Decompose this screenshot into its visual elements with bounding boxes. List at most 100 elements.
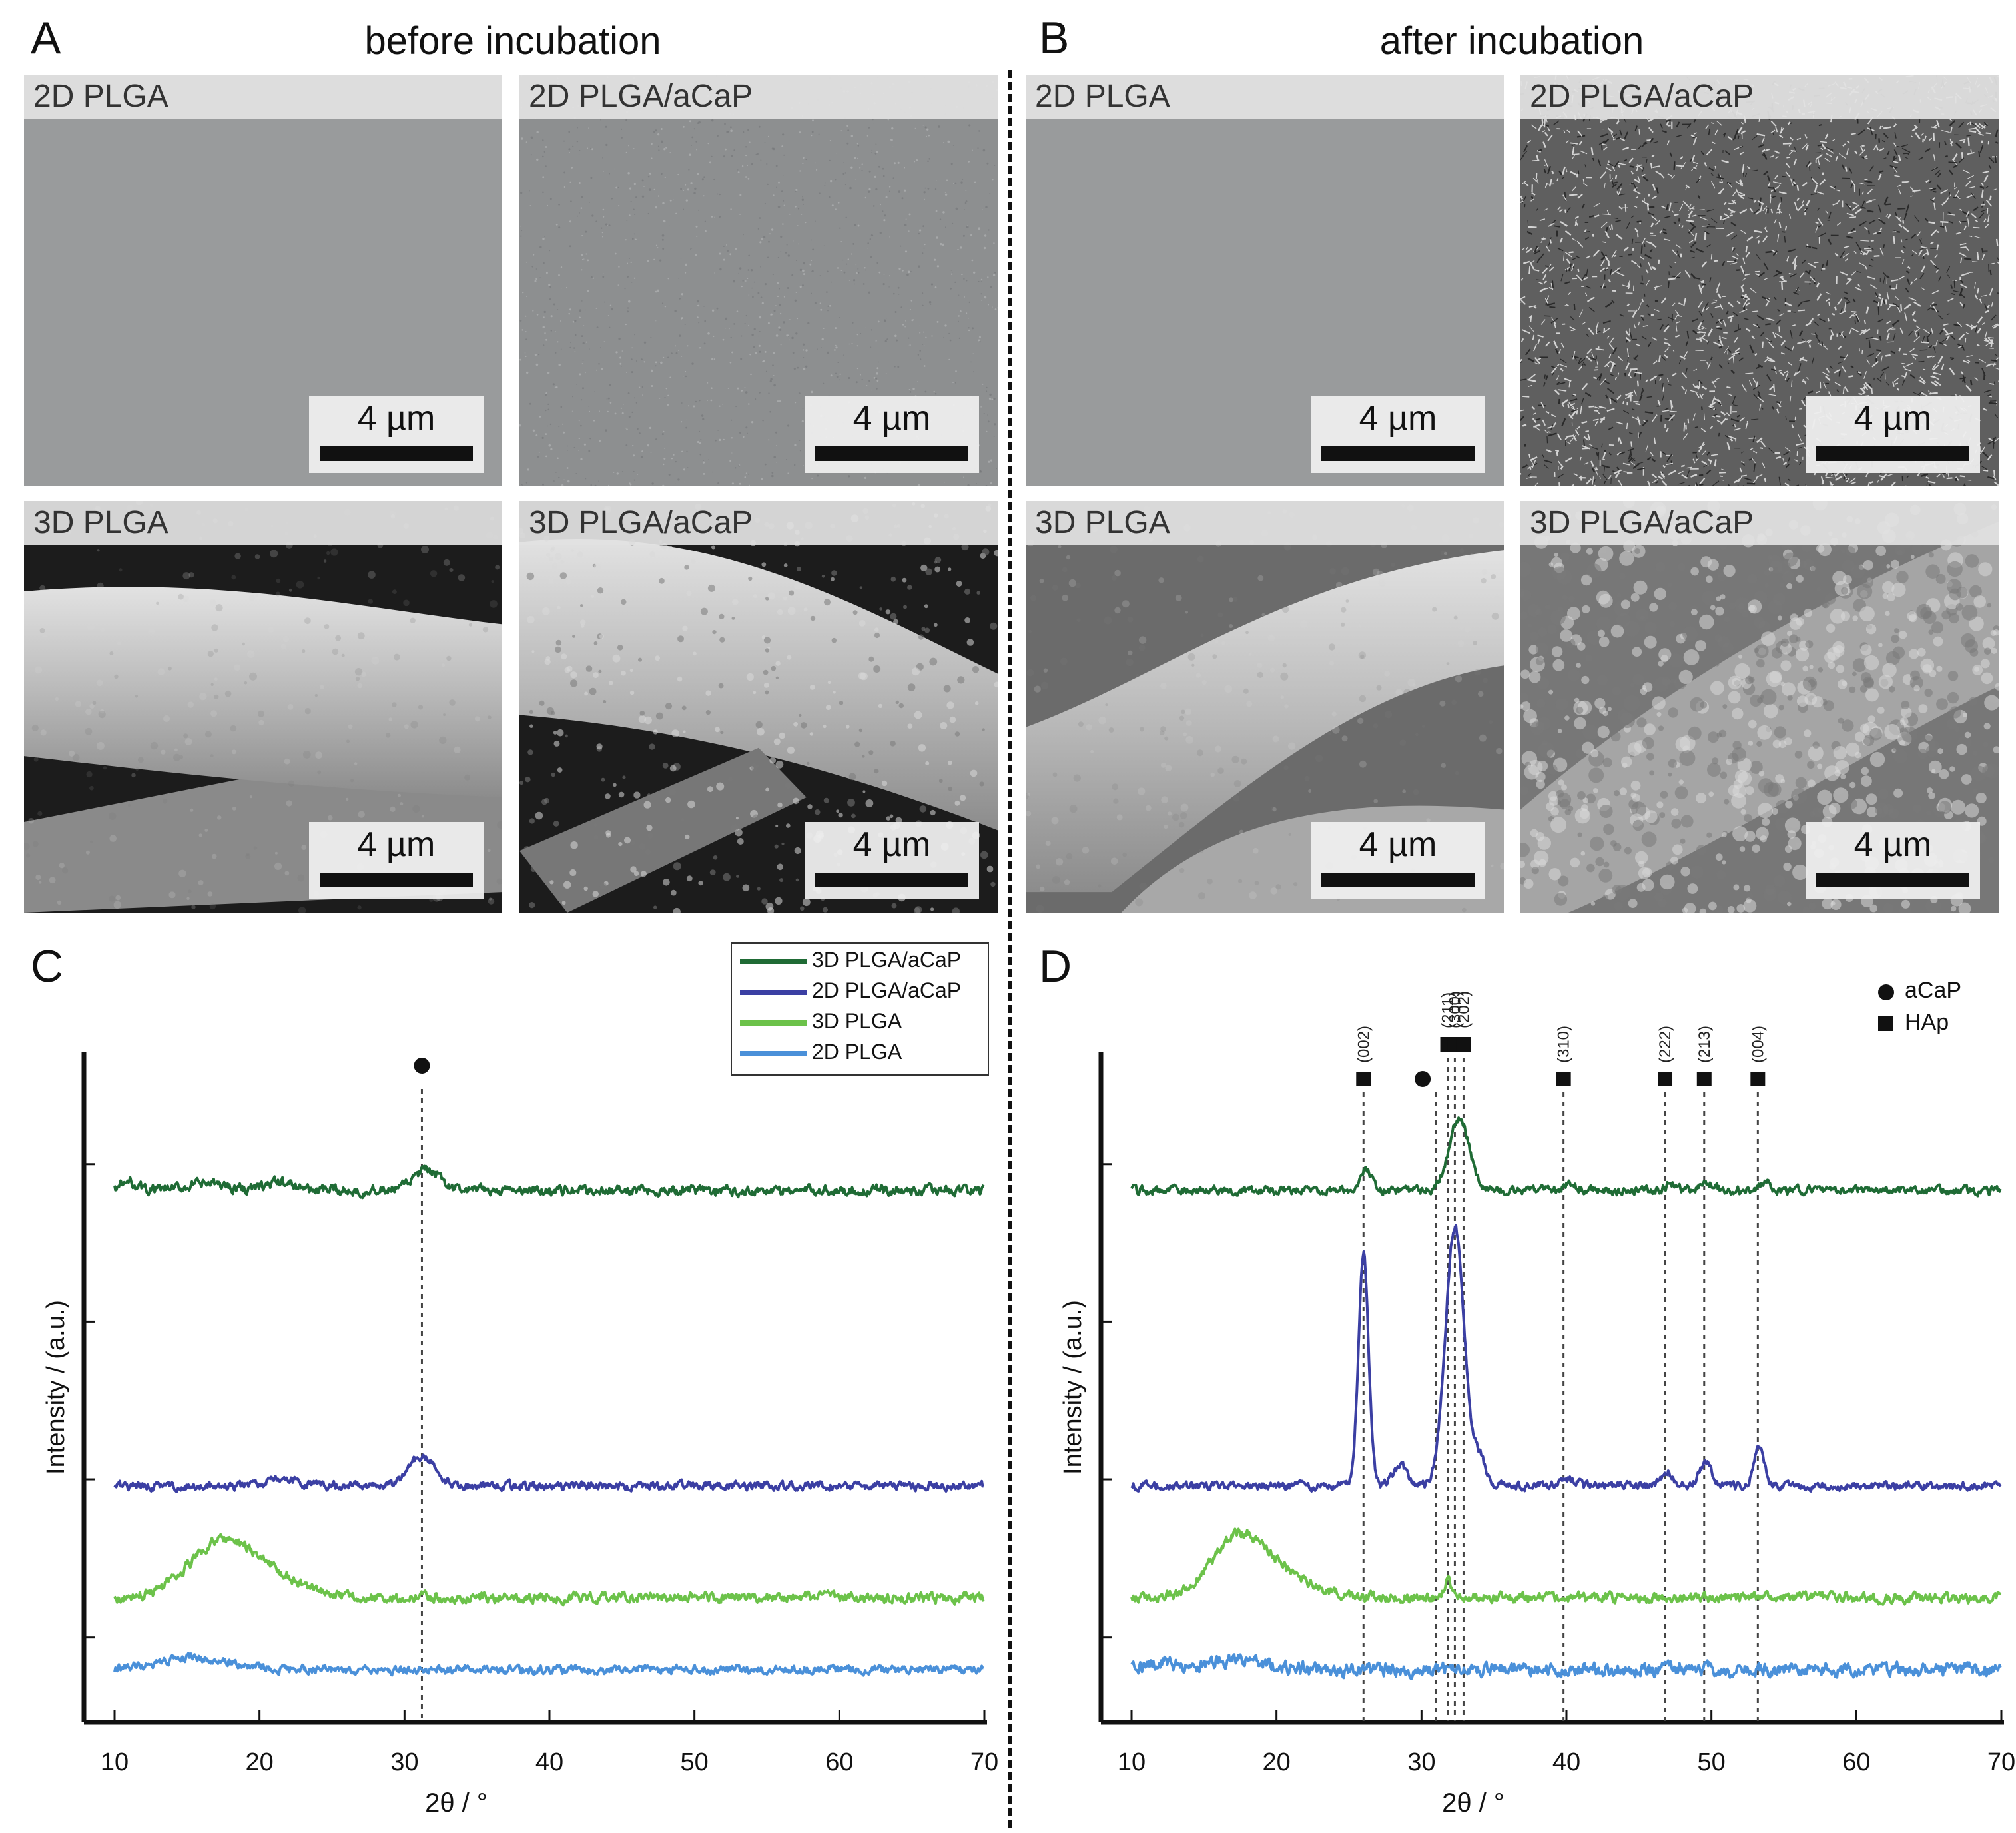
reflection-label: (004)	[1749, 1026, 1767, 1063]
x-tick-label: 60	[1842, 1748, 1870, 1776]
x-tick-label: 70	[1987, 1748, 2015, 1776]
acap-circle-marker	[414, 1058, 430, 1074]
sem-image-a3: 3D PLGA 4 µm	[24, 501, 502, 913]
xrd-chart-c: 10 20 30 40 50 60 70 2θ / ° Intensity / (a.u.)	[42, 1052, 998, 1818]
legend-swatch	[740, 1020, 807, 1026]
legend-item-2d-plga: 2D PLGA	[732, 1038, 988, 1068]
scale-bar: 4 µm	[309, 396, 484, 473]
sem-image-a2: 2D PLGA/aCaP 4 µm	[519, 75, 998, 486]
legend-swatch	[740, 1051, 807, 1056]
sem-image-a4: 3D PLGA/aCaP 4 µm	[519, 501, 998, 913]
legend-item-3d-plga-acap: 3D PLGA/aCaP	[732, 946, 988, 976]
x-tick-label: 40	[535, 1748, 563, 1776]
sem-image-b2: 2D PLGA/aCaP 4 µm	[1520, 75, 1999, 486]
acap-circle-marker	[1415, 1071, 1431, 1087]
square-marker-icon	[1878, 1016, 1893, 1031]
sem-label: 2D PLGA/aCaP	[519, 75, 998, 119]
legend-label: 2D PLGA	[812, 1040, 902, 1064]
x-tick-label: 30	[390, 1748, 418, 1776]
scale-bar-line	[320, 446, 473, 461]
x-axis-label: 2θ / °	[425, 1788, 488, 1818]
series-line-3d-plga	[1130, 1527, 2002, 1606]
reflection-label: (002)	[1355, 1026, 1373, 1063]
reflection-label: (213)	[1696, 1026, 1714, 1063]
chart-legend: 3D PLGA/aCaP 2D PLGA/aCaP 3D PLGA 2D PLG…	[731, 942, 989, 1076]
x-axis-label: 2θ / °	[1442, 1788, 1505, 1818]
x-tick-label: 60	[825, 1748, 853, 1776]
circle-marker-icon	[1878, 984, 1894, 1000]
scale-bar-label: 4 µm	[357, 825, 436, 864]
legend-swatch	[740, 959, 807, 964]
scale-bar-label: 4 µm	[1853, 399, 1932, 438]
scale-bar-line	[320, 873, 473, 887]
scale-bar-line	[815, 446, 968, 461]
panel-divider	[1008, 70, 1012, 1828]
y-axis-label: Intensity / (a.u.)	[1059, 1300, 1087, 1475]
x-tick-label: 10	[101, 1748, 129, 1776]
series-line-3d-plga-acap	[1130, 1116, 2002, 1198]
legend-swatch	[740, 990, 807, 995]
series-line-2d-plga-acap	[113, 1453, 984, 1493]
xrd-chart-d: 10 20 30 40 50 60 70 2θ / ° Intensity / (a.u.) (0…	[1059, 991, 2015, 1818]
title-before-incubation: before incubation	[364, 19, 661, 63]
scale-bar: 4 µm	[1311, 822, 1485, 899]
title-after-incubation: after incubation	[1379, 19, 1644, 63]
hap-square-marker	[1356, 1072, 1371, 1086]
panel-letter-a: A	[31, 13, 61, 63]
sem-label: 3D PLGA	[1026, 501, 1504, 545]
sem-label: 3D PLGA	[24, 501, 502, 545]
panel-letter-d: D	[1039, 941, 1072, 992]
scale-bar-label: 4 µm	[852, 399, 931, 438]
panel-letter-c: C	[31, 941, 64, 992]
x-tick-label: 10	[1118, 1748, 1146, 1776]
scale-bar: 4 µm	[1806, 822, 1980, 899]
x-tick-label: 40	[1552, 1748, 1580, 1776]
hap-square-marker	[1696, 1072, 1712, 1086]
hap-square-marker	[1658, 1072, 1673, 1086]
legend-label: 3D PLGA/aCaP	[812, 948, 962, 972]
series-line-3d-plga	[113, 1533, 985, 1607]
scale-bar: 4 µm	[309, 822, 484, 899]
panel-letter-b: B	[1039, 13, 1070, 63]
series-line-3d-plga-acap	[113, 1164, 985, 1200]
reflection-label: (222)	[1656, 1026, 1674, 1063]
sem-label: 2D PLGA	[1026, 75, 1504, 119]
scale-bar: 4 µm	[805, 396, 979, 473]
scale-bar-line	[1816, 446, 1969, 461]
scale-bar-label: 4 µm	[852, 825, 931, 864]
scale-bar-line	[815, 873, 968, 887]
reflection-label: (300)	[1446, 991, 1464, 1028]
x-tick-label: 50	[681, 1748, 709, 1776]
x-tick-label: 70	[970, 1748, 998, 1776]
reflection-label: (202)	[1455, 991, 1473, 1028]
scale-bar-line	[1321, 873, 1475, 887]
sem-image-b1: 2D PLGA 4 µm	[1026, 75, 1504, 486]
sem-label: 3D PLGA/aCaP	[1520, 501, 1999, 545]
x-tick-label: 50	[1698, 1748, 1726, 1776]
x-tick-label: 20	[1263, 1748, 1291, 1776]
scale-bar-line	[1321, 446, 1475, 461]
hap-square-marker	[1556, 1072, 1571, 1086]
scale-bar-line	[1816, 873, 1969, 887]
legend-label: 3D PLGA	[812, 1009, 902, 1033]
scale-bar-label: 4 µm	[357, 399, 436, 438]
scale-bar: 4 µm	[1806, 396, 1980, 473]
legend-hap-label: HAp	[1905, 1010, 1949, 1035]
hap-square-marker	[1456, 1037, 1471, 1052]
legend-item-2d-plga-acap: 2D PLGA/aCaP	[732, 977, 988, 1006]
scale-bar-label: 4 µm	[1359, 825, 1437, 864]
sem-image-b3: 3D PLGA 4 µm	[1026, 501, 1504, 913]
x-tick-label: 30	[1407, 1748, 1435, 1776]
scale-bar: 4 µm	[805, 822, 979, 899]
x-tick-label: 20	[246, 1748, 274, 1776]
y-axis-label: Intensity / (a.u.)	[42, 1300, 70, 1475]
reflection-label: (310)	[1555, 1026, 1573, 1063]
sem-label: 3D PLGA/aCaP	[519, 501, 998, 545]
sem-label: 2D PLGA	[24, 75, 502, 119]
series-line-2d-plga-acap	[1130, 1224, 2002, 1493]
scale-bar: 4 µm	[1311, 396, 1485, 473]
sem-label: 2D PLGA/aCaP	[1520, 75, 1999, 119]
legend-item-3d-plga: 3D PLGA	[732, 1008, 988, 1037]
legend-label: 2D PLGA/aCaP	[812, 978, 962, 1002]
hap-square-marker	[1750, 1072, 1766, 1086]
